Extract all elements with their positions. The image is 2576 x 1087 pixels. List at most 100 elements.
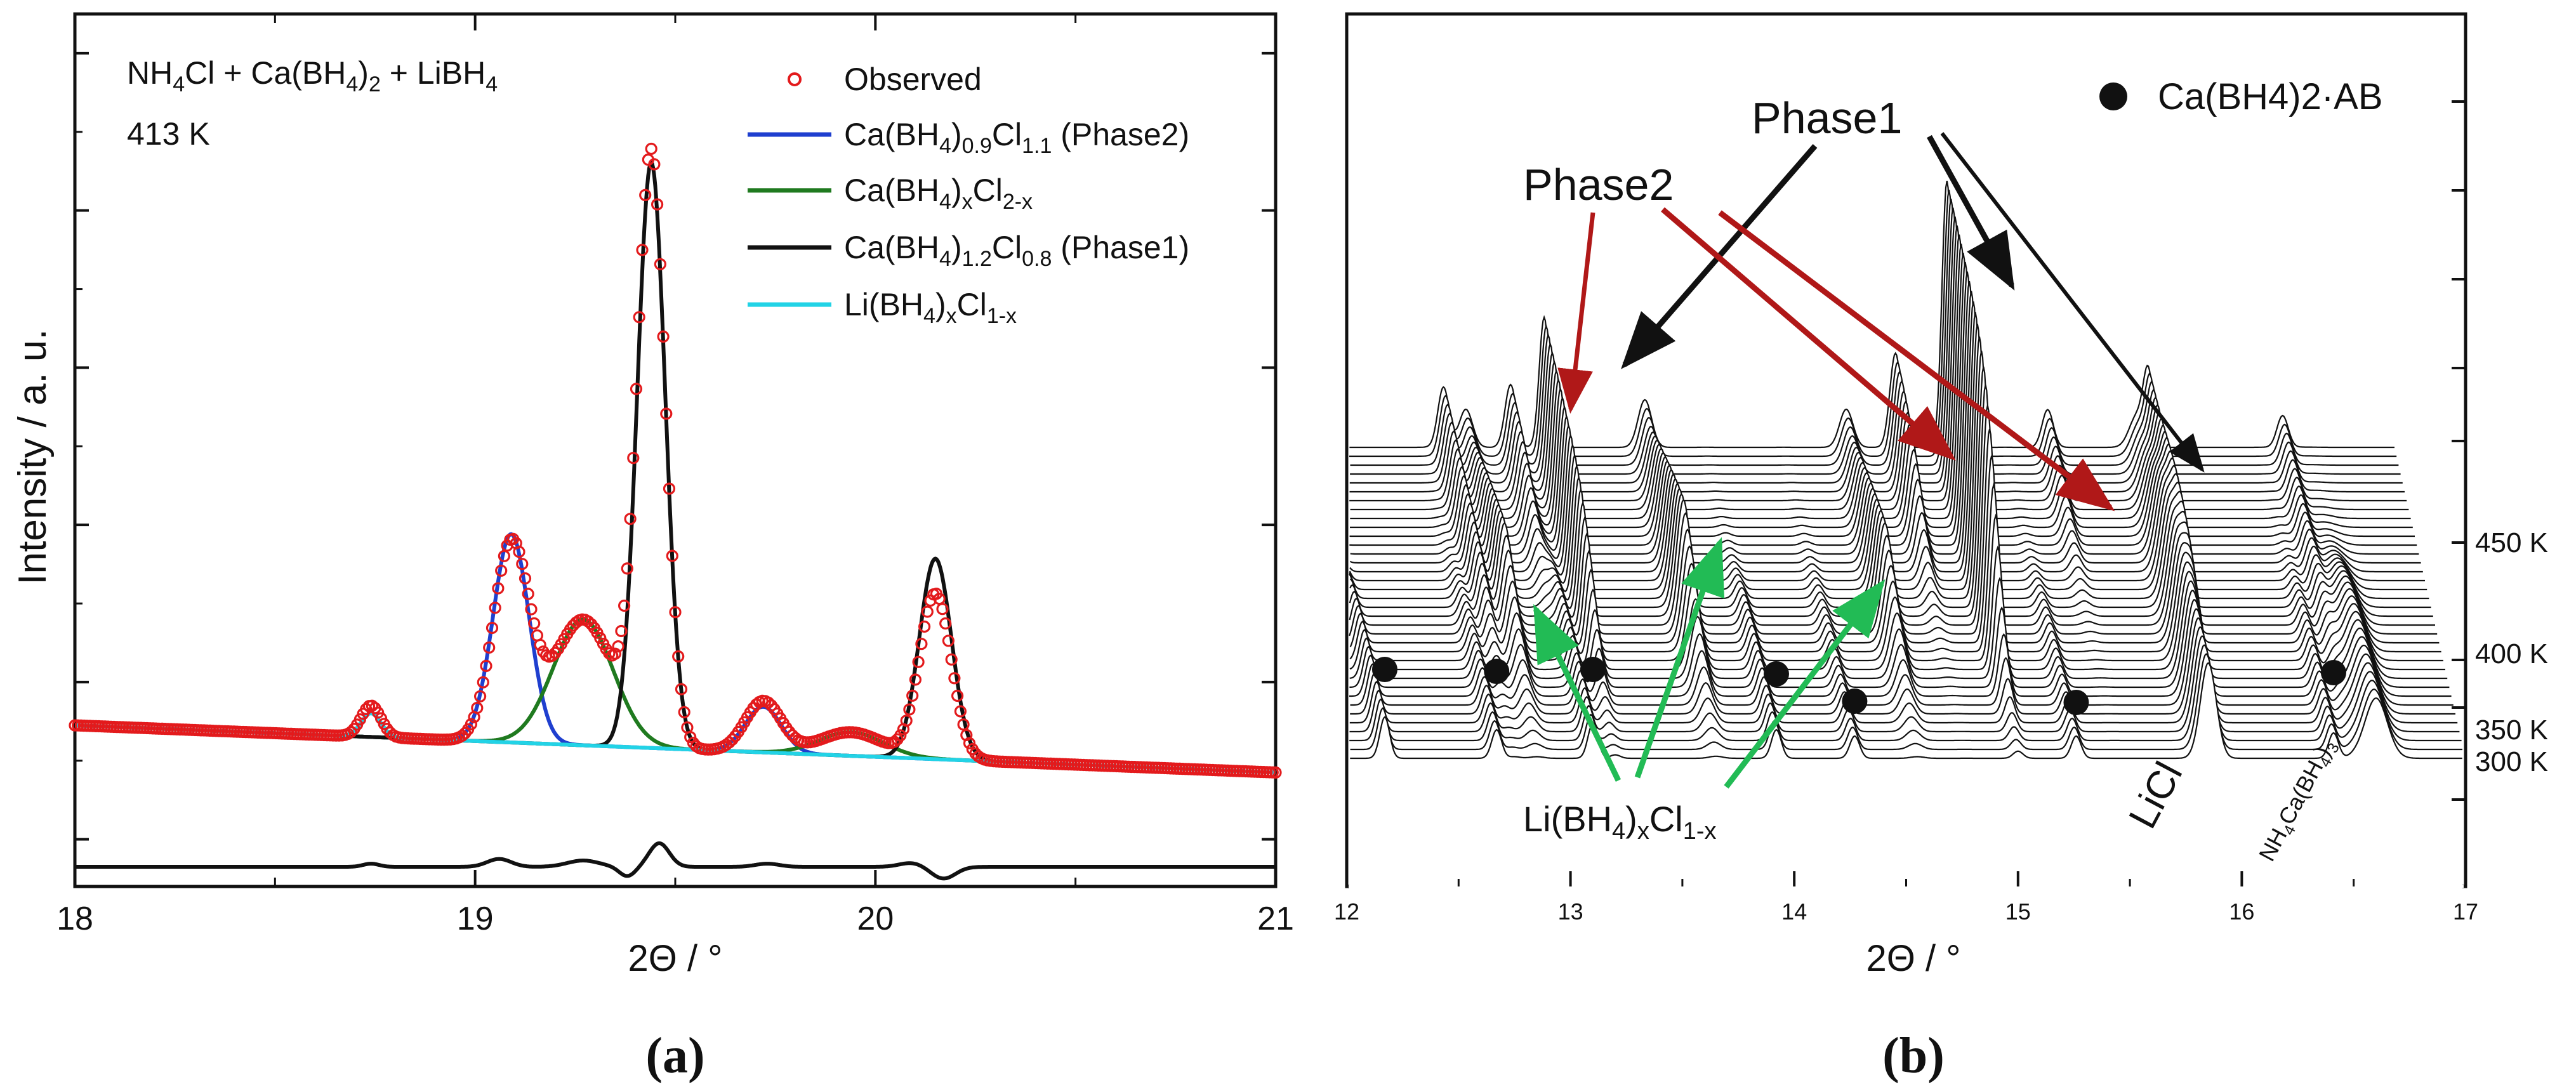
observed-point (888, 735, 901, 748)
observed-point (963, 737, 976, 749)
observed-point (624, 513, 637, 525)
observed-point (489, 602, 501, 614)
observed-points (69, 142, 1282, 779)
observed-point (609, 647, 622, 660)
observed-point (477, 676, 489, 688)
observed-point (519, 572, 532, 585)
observed-point (483, 641, 496, 654)
legend-phase1-label: Ca(BH4)1.2Cl0.8 (Phase1) (844, 230, 1189, 271)
diffraction-pattern (1349, 455, 2440, 644)
observed-point (762, 696, 775, 709)
observed-point (921, 605, 934, 618)
observed-point (723, 736, 736, 749)
observed-point (495, 564, 508, 577)
ab-marker (1580, 657, 1606, 682)
observed-point (639, 188, 652, 201)
temp-label-450: 450 K (2475, 527, 2548, 558)
diffraction-pattern (1349, 545, 2445, 671)
ab-marker (1484, 659, 1510, 684)
observed-point (657, 330, 670, 343)
temp-label-350: 350 K (2475, 715, 2548, 746)
observed-point (1269, 766, 1282, 779)
arrow-phase2-14 (1661, 207, 1956, 461)
annotation-phase1: Phase1 (1752, 93, 1902, 143)
observed-point (522, 588, 534, 600)
arrow-libh4-13 (1533, 603, 1622, 782)
observed-point (942, 635, 955, 647)
panel-a-label: (a) (645, 1028, 704, 1084)
ab-marker (1763, 661, 1789, 687)
ticks-a: 18 19 20 21 (56, 14, 1294, 937)
observed-point (465, 718, 478, 730)
observed-point (912, 655, 925, 668)
diffraction-pattern (1350, 653, 2462, 751)
diffraction-pattern (1349, 428, 2438, 635)
observed-point (498, 550, 511, 562)
diffraction-pattern (1349, 626, 2458, 724)
ab-markers (1371, 657, 2346, 715)
observed-point (528, 617, 541, 630)
observed-point (645, 142, 657, 155)
x-tick-label-b: 17 (2453, 899, 2478, 925)
diffraction-pattern (1350, 608, 2454, 706)
x-tick-label-b: 13 (1558, 899, 1583, 925)
legend-a: Observed Ca(BH4)0.9Cl1.1 (Phase2) Ca(BH4… (748, 62, 1189, 328)
diffraction-pattern (1349, 577, 2448, 680)
observed-point (360, 702, 373, 716)
observed-point (636, 244, 649, 256)
observed-point (456, 729, 468, 742)
observed-point (534, 638, 546, 651)
ab-marker (1371, 657, 1397, 682)
observed-point (957, 718, 970, 731)
x-tick-label-b: 12 (1334, 899, 1359, 925)
sample-temperature: 413 K (127, 116, 210, 152)
observed-point (954, 705, 967, 718)
x-tick-label: 19 (457, 900, 494, 937)
observed-point (672, 650, 685, 663)
annotation-arrows (1533, 132, 2205, 789)
observed-point (915, 638, 928, 650)
observed-point (345, 725, 357, 739)
observed-point (726, 733, 739, 746)
observed-point (627, 452, 640, 464)
ticks-b: 12 13 14 15 16 17 (1334, 100, 2478, 925)
observed-point (366, 699, 378, 712)
diffraction-pattern (1349, 644, 2462, 742)
temp-label-300: 300 K (2475, 746, 2548, 777)
panel-a: 18 19 20 21 Intensity / a. u. 2Θ / ° NH4Cl … (11, 12, 1294, 1084)
observed-point (948, 672, 961, 685)
observed-point (654, 258, 667, 270)
x-tick-label: 20 (857, 900, 894, 937)
legend-cabh4x-label: Ca(BH4)xCl2-x (844, 173, 1033, 214)
observed-point (621, 562, 633, 575)
observed-point (663, 482, 676, 495)
arrow-phase1-15 (1927, 135, 2015, 291)
arrow-phase1-16 (1940, 132, 2205, 473)
arrow-phase2-15 (1718, 210, 2115, 511)
diffraction-pattern (1349, 599, 2452, 697)
libh4x-curve (75, 711, 1276, 775)
observed-point (936, 603, 949, 616)
legend-libh4-label: Li(BH4)xCl1-x (844, 287, 1017, 328)
observed-point (903, 703, 916, 716)
observed-point (939, 617, 952, 630)
observed-point (615, 624, 628, 638)
observed-point (906, 689, 919, 702)
x-tick-label-b: 16 (2229, 899, 2254, 925)
arrow-libh4-14 (1634, 537, 1725, 779)
legend-observed-label: Observed (844, 62, 982, 97)
x-tick-label: 21 (1257, 900, 1294, 937)
observed-point (546, 649, 558, 662)
observed-point (945, 653, 958, 666)
observed-point (651, 198, 664, 211)
observed-point (684, 730, 697, 744)
observed-point (648, 158, 661, 171)
observed-point (900, 715, 913, 727)
legend-observed-marker (788, 72, 802, 86)
pattern-fill (1350, 662, 2462, 1012)
ab-marker (2320, 660, 2346, 685)
observed-point (473, 690, 487, 702)
x-tick-label-b: 15 (2005, 899, 2031, 925)
observed-point (582, 615, 595, 628)
observed-point (909, 673, 922, 686)
